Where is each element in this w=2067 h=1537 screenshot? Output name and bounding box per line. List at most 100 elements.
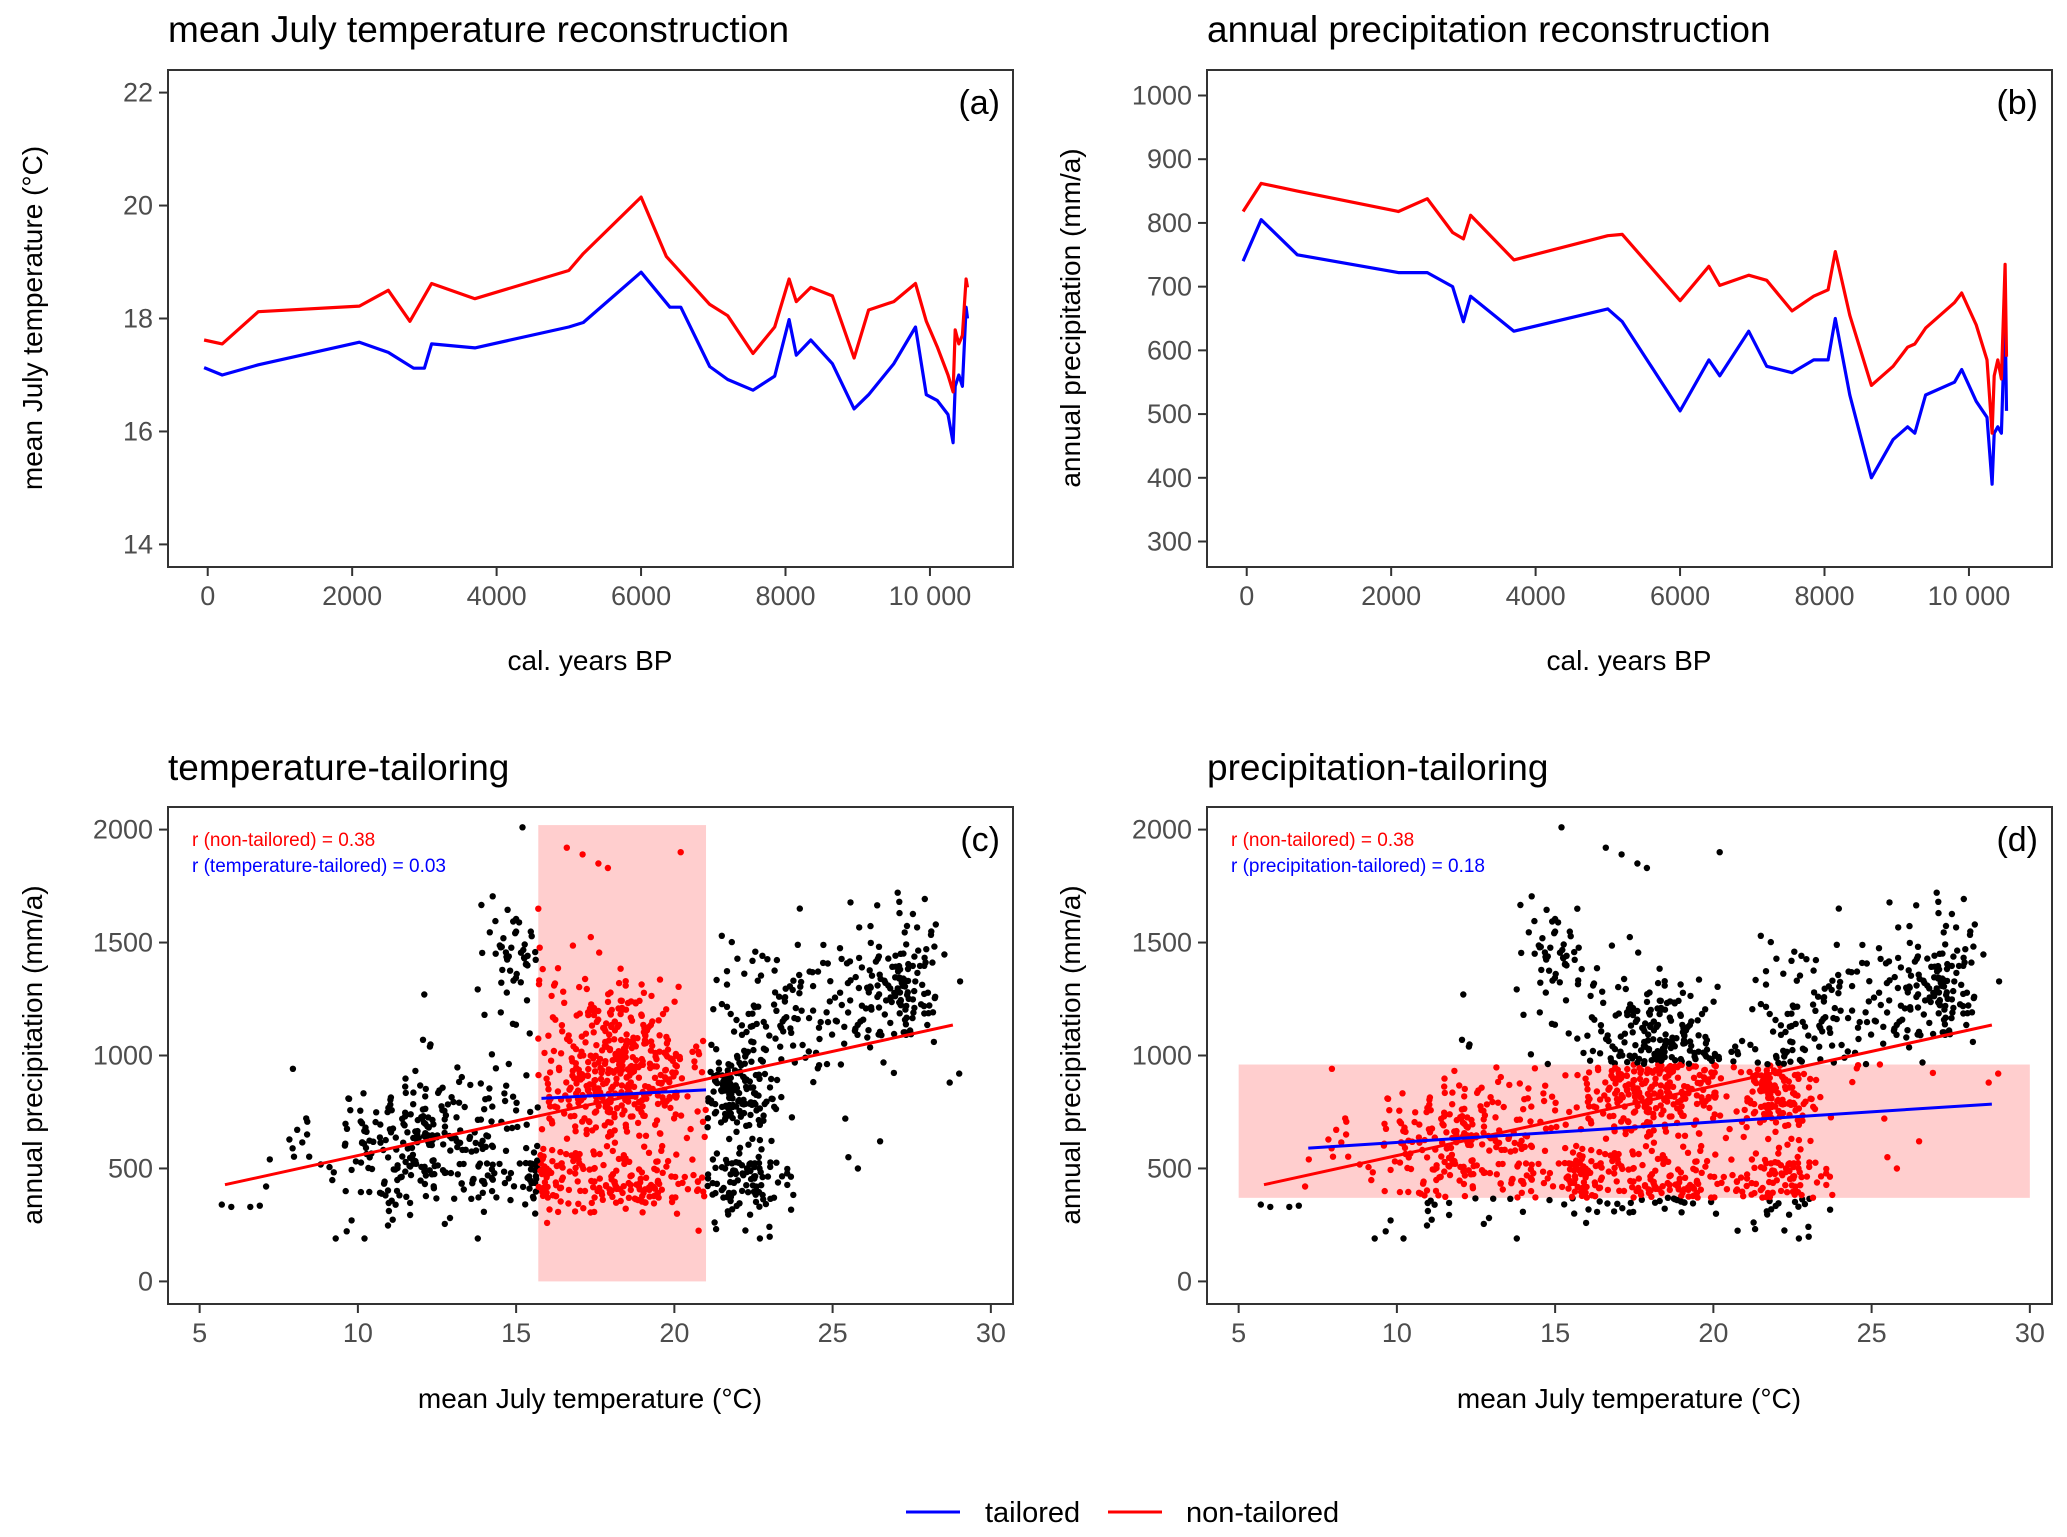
selected-point (1664, 1066, 1671, 1073)
selected-point (1674, 1064, 1681, 1071)
data-point (816, 1035, 823, 1043)
data-point (1680, 1040, 1687, 1047)
selected-point (1881, 1115, 1888, 1122)
selected-point (1884, 1154, 1891, 1161)
selected-point (600, 1161, 607, 1169)
selected-point (1514, 1194, 1521, 1201)
panel-a-xlabel: cal. years BP (508, 645, 673, 676)
data-point (1965, 1002, 1972, 1009)
selected-point (608, 1085, 615, 1093)
data-point (742, 1051, 750, 1058)
data-point (1835, 990, 1842, 997)
selected-point (1759, 1194, 1766, 1201)
data-point (819, 959, 827, 967)
selected-point (549, 1192, 557, 1199)
data-point (771, 967, 778, 974)
data-point (1371, 1235, 1378, 1242)
data-point (733, 1016, 740, 1024)
selected-point (1788, 1135, 1795, 1143)
panel-c-tag: (c) (960, 821, 1000, 859)
data-point (1714, 983, 1721, 990)
selected-point (623, 1128, 631, 1135)
data-point (756, 1203, 763, 1210)
data-point (1894, 954, 1902, 962)
data-point (524, 962, 531, 969)
regression-line-non-tailored (224, 1023, 954, 1187)
data-point (406, 1211, 414, 1219)
selected-point (558, 1021, 566, 1029)
data-point (512, 1107, 520, 1114)
data-point (1598, 1028, 1605, 1035)
selected-point (581, 975, 589, 983)
data-point (880, 1059, 887, 1066)
data-point (712, 1108, 720, 1116)
selected-point (1441, 1168, 1448, 1175)
data-point (911, 987, 918, 995)
selected-point (1854, 1062, 1862, 1069)
data-point (1762, 1003, 1770, 1010)
data-point (777, 1022, 784, 1029)
data-point (1897, 1002, 1905, 1009)
data-point (733, 1128, 740, 1136)
selected-point (1692, 1063, 1700, 1070)
data-point (1921, 997, 1929, 1004)
selected-point (543, 1075, 550, 1082)
data-point (342, 1187, 349, 1195)
data-point (485, 1095, 492, 1102)
x-tick-label: 30 (2015, 1318, 2045, 1348)
data-point (922, 959, 929, 966)
data-point (1634, 1059, 1641, 1066)
selected-point (1702, 1163, 1709, 1170)
selected-point (1746, 1097, 1754, 1104)
selected-point (1760, 1110, 1768, 1118)
selected-point (650, 1200, 658, 1207)
data-point (773, 1159, 780, 1166)
selected-point (1412, 1109, 1419, 1116)
data-point (399, 1153, 406, 1160)
panel-b-xlabel: cal. years BP (1547, 645, 1712, 676)
selected-point (1458, 1106, 1466, 1113)
selected-point (1456, 1177, 1463, 1184)
data-point (1656, 1010, 1663, 1018)
data-point (1591, 1016, 1598, 1023)
data-point (789, 986, 796, 994)
data-point (1896, 1018, 1903, 1025)
selected-point (1517, 1177, 1525, 1185)
data-point (1995, 978, 2003, 985)
x-tick-label: 4000 (1506, 581, 1566, 611)
selected-point (1666, 1181, 1673, 1189)
x-tick-label: 6000 (1650, 581, 1710, 611)
data-point (1480, 1220, 1488, 1228)
data-point (1915, 971, 1922, 978)
selected-point (1631, 1076, 1638, 1084)
data-point (1428, 1216, 1435, 1223)
selected-point (683, 1134, 691, 1142)
data-point (330, 1169, 337, 1176)
data-point (1952, 924, 1960, 931)
selected-point (655, 1017, 662, 1024)
data-point (757, 972, 765, 979)
data-point (748, 1101, 756, 1109)
selected-point (1441, 1111, 1449, 1119)
data-point (790, 977, 797, 984)
data-point (1942, 1002, 1949, 1010)
data-point (1914, 943, 1922, 950)
data-point (799, 1041, 806, 1049)
data-point (512, 974, 520, 982)
selected-point (589, 1007, 597, 1014)
data-point (1895, 924, 1902, 931)
data-point (752, 1198, 760, 1206)
selected-point (583, 985, 590, 993)
selected-point (1680, 1112, 1687, 1120)
data-point (289, 1145, 296, 1152)
data-point (923, 946, 930, 953)
data-point (348, 1217, 355, 1224)
selected-point (1460, 1180, 1468, 1188)
data-point (1605, 1037, 1612, 1045)
selected-point (689, 1048, 696, 1056)
data-point (856, 924, 863, 931)
selected-point (659, 1142, 666, 1150)
selected-point (1598, 1164, 1605, 1171)
data-point (1970, 994, 1978, 1002)
